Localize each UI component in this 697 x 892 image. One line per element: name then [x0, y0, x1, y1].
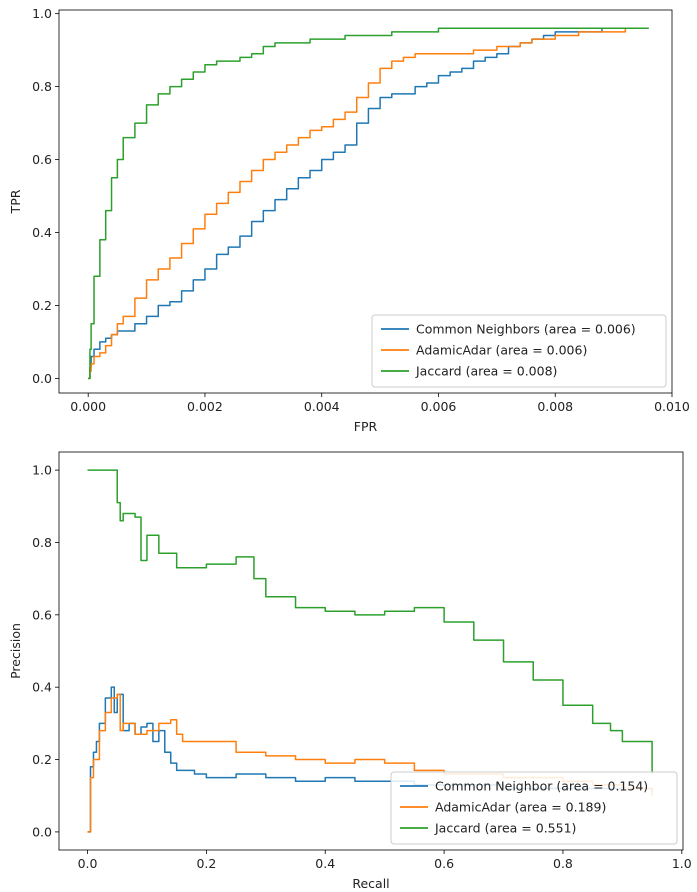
y-tick-label: 1.0 [32, 463, 52, 478]
y-tick-label: 0.0 [32, 371, 52, 386]
axes-frame [58, 451, 684, 851]
y-axis-label: Precision [8, 623, 23, 679]
y-tick-label: 0.8 [32, 79, 52, 94]
y-tick-label: 0.0 [32, 824, 52, 839]
legend: Common Neighbor (area = 0.154) AdamicAdar… [390, 771, 678, 845]
series-line-3 [87, 469, 653, 775]
x-tick-label: 0.4 [315, 856, 335, 871]
y-tick-label: 0.4 [32, 680, 52, 695]
axes-frame [58, 9, 673, 394]
chart-2: 0.0 0.2 0.4 0.6 0.8 1.0 0.0 0.2 0.4 0.6 0.8 1.0 Reca… [8, 451, 692, 891]
x-tick-label: 0.004 [304, 399, 340, 414]
legend-label-1: Common Neighbor (area = 0.154) [435, 779, 648, 794]
y-tick-label: 0.2 [32, 298, 52, 313]
legend-label-3: Jaccard (area = 0.551) [434, 821, 576, 836]
legend-box [371, 314, 667, 388]
series-line-1 [88, 27, 649, 380]
x-tick-label: 0.2 [196, 856, 216, 871]
y-tick-label: 0.2 [32, 752, 52, 767]
y-tick-label: 0.6 [32, 152, 52, 167]
legend: Common Neighbors (area = 0.006) AdamicAda… [371, 314, 667, 388]
x-tick-label: 0.008 [537, 399, 573, 414]
x-tick-label: 1.0 [672, 856, 692, 871]
y-tick-label: 0.4 [32, 225, 52, 240]
legend-label-3: Jaccard (area = 0.008) [415, 364, 557, 379]
legend-box [390, 771, 678, 845]
x-axis-label: FPR [354, 419, 378, 434]
x-tick-label: 0.000 [70, 399, 106, 414]
y-axis-label: TPR [8, 189, 23, 214]
series-line-2 [88, 27, 649, 380]
legend-label-2: AdamicAdar (area = 0.189) [435, 800, 606, 815]
chart-1: 0.000 0.002 0.004 0.006 0.008 0.010 0.0 0.2 0.4 0… [8, 6, 690, 434]
y-tick-label: 1.0 [32, 6, 52, 21]
x-axis-label: Recall [352, 876, 389, 891]
x-tick-label: 0.006 [421, 399, 457, 414]
x-tick-label: 0.010 [654, 399, 690, 414]
x-tick-label: 0.0 [78, 856, 98, 871]
legend-label-2: AdamicAdar (area = 0.006) [416, 343, 587, 358]
x-tick-label: 0.002 [187, 399, 223, 414]
legend-label-1: Common Neighbors (area = 0.006) [416, 322, 636, 337]
y-tick-label: 0.6 [32, 607, 52, 622]
x-tick-label: 0.8 [553, 856, 573, 871]
series-line-3 [88, 27, 649, 380]
y-tick-label: 0.8 [32, 535, 52, 550]
x-tick-label: 0.6 [434, 856, 454, 871]
